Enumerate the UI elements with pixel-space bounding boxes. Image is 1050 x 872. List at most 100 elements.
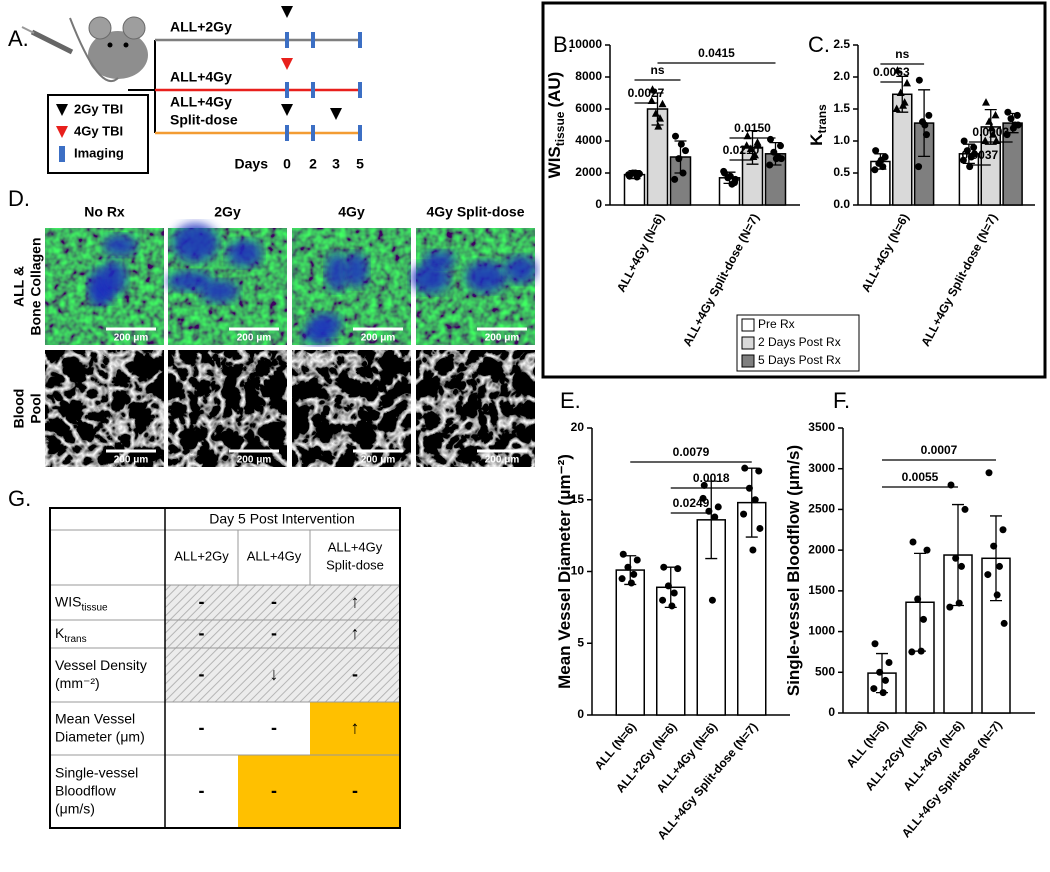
table-cell-text: - — [199, 780, 205, 800]
data-point — [751, 496, 759, 504]
syringe-needle — [21, 26, 35, 34]
data-point — [659, 596, 667, 604]
data-point — [674, 565, 682, 573]
row-label: Vessel Density — [55, 657, 147, 673]
micrograph-nucleus — [504, 255, 537, 284]
y-tick-label: 500 — [815, 664, 835, 678]
y-tick-label: 2.0 — [833, 69, 850, 83]
data-point — [960, 137, 968, 145]
significance-label: 0.0415 — [698, 46, 735, 60]
imaging-marker — [358, 125, 362, 141]
row-label-text: (mm⁻²) — [55, 675, 100, 691]
data-point — [989, 130, 998, 138]
legend-swatch — [741, 354, 755, 368]
table-cell — [165, 755, 238, 828]
syringe — [30, 29, 74, 55]
micrograph-nucleus — [103, 234, 138, 257]
table-cell — [310, 620, 400, 648]
significance-label: 0.0150 — [734, 121, 771, 135]
y-tick-label: 1.0 — [833, 133, 850, 147]
table-cell-text: - — [271, 780, 277, 800]
row-label-text: (μm/s) — [55, 800, 95, 816]
micrograph-nucleus — [99, 260, 128, 296]
table-cell — [165, 620, 238, 648]
dose-marker — [330, 108, 342, 120]
data-point — [648, 85, 657, 93]
data-point — [908, 648, 916, 656]
data-point — [922, 131, 930, 139]
data-point — [925, 111, 933, 119]
data-point — [677, 140, 685, 148]
y-tick-label: 0 — [577, 707, 584, 721]
significance-label: 0.0210 — [723, 143, 760, 157]
data-point — [766, 161, 774, 169]
data-point — [921, 121, 929, 129]
day-label: 2 — [309, 156, 317, 172]
data-point — [961, 505, 969, 513]
row-label: Ktrans — [55, 625, 87, 645]
data-point — [993, 591, 1001, 599]
data-point — [984, 571, 992, 579]
data-point — [920, 615, 927, 623]
data-point — [731, 175, 739, 183]
data-point — [958, 562, 965, 570]
y-tick-label: 15 — [571, 492, 585, 506]
data-point — [872, 147, 880, 155]
y-tick-label: 2000 — [575, 165, 602, 179]
y-axis-label-sub: trans — [815, 104, 829, 134]
significance-label: ns — [895, 47, 909, 61]
data-point — [770, 148, 778, 156]
scale-bar-label: 200 μm — [114, 333, 149, 344]
data-point — [914, 595, 922, 603]
table-cell-text: ↑ — [351, 623, 360, 643]
imaging-marker — [311, 125, 315, 141]
data-point — [699, 494, 707, 502]
panel-label: A. — [8, 26, 29, 51]
mouse-body — [88, 31, 148, 79]
scale-bar-label: 200 μm — [485, 455, 520, 466]
table-cell-text: - — [271, 591, 277, 611]
data-point — [630, 570, 638, 578]
legend-label: Imaging — [74, 145, 124, 160]
imaging-marker — [285, 125, 289, 141]
row-label: (μm/s) — [55, 800, 95, 816]
table-cell-text: ↓ — [270, 664, 279, 684]
data-point — [876, 668, 884, 676]
bar — [943, 554, 973, 714]
data-point — [671, 175, 679, 183]
y-axis-label-unit: (AU) — [545, 72, 564, 108]
data-point — [777, 155, 785, 163]
data-point — [664, 582, 672, 590]
y-axis-label: WIStissue (AU) — [545, 72, 567, 179]
y-tick-label: 5 — [577, 635, 584, 649]
data-point — [1000, 619, 1008, 627]
mouse-eye — [107, 42, 113, 48]
imaging-marker — [358, 82, 362, 98]
y-tick-label: 2500 — [808, 502, 835, 516]
scale-bar-label: 200 μm — [361, 455, 396, 466]
table-cell-text: - — [199, 664, 205, 684]
row-label-sub: trans — [64, 634, 86, 645]
row-label-text: Diameter (μm) — [55, 728, 145, 744]
y-tick-label: 10000 — [569, 37, 603, 51]
column-header: ALL+4Gy — [247, 548, 302, 563]
data-point — [777, 142, 784, 150]
data-point — [682, 147, 689, 155]
mouse-ear — [88, 16, 112, 40]
y-tick-label: 3000 — [808, 461, 835, 475]
row-label: Bone Collagen — [28, 237, 44, 335]
column-header: No Rx — [84, 204, 125, 220]
data-point — [1007, 115, 1015, 123]
data-point — [909, 538, 917, 546]
significance-label: 0.0037 — [961, 148, 998, 162]
data-point — [870, 685, 878, 693]
dose-marker — [281, 6, 293, 18]
data-point — [915, 163, 923, 171]
data-point — [893, 66, 902, 74]
panel-label: G. — [8, 486, 31, 511]
row-label: Diameter (μm) — [55, 728, 145, 744]
column-header: ALL+2Gy — [174, 548, 229, 563]
data-point — [991, 110, 1000, 119]
significance-label: 0.0249 — [673, 496, 710, 510]
row-label-sub: tissue — [81, 602, 108, 613]
